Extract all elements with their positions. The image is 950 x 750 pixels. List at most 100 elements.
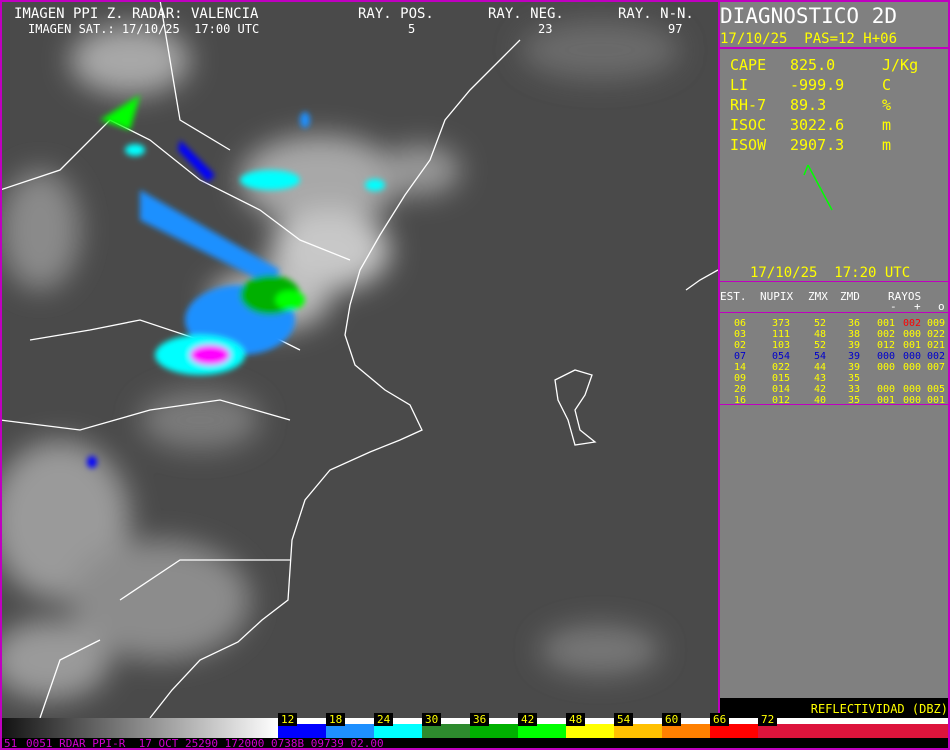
counter-label: RAY. N-N. bbox=[618, 6, 694, 22]
counter-value: 5 bbox=[408, 22, 416, 36]
colorbar-label: 54 bbox=[614, 713, 634, 726]
table-cell: 022 bbox=[927, 329, 946, 340]
radar-echoes bbox=[87, 95, 385, 468]
table-cell: 16 bbox=[734, 395, 747, 406]
colorbar-segment bbox=[470, 724, 518, 738]
coastline bbox=[0, 0, 718, 718]
table-row: 03 111 48 38 002 000 022 bbox=[720, 329, 950, 340]
rayos-sign: + bbox=[914, 300, 921, 313]
index-unit: m bbox=[882, 136, 892, 154]
rayos-sign: - bbox=[890, 300, 897, 313]
table-cell: 48 bbox=[814, 329, 827, 340]
colorbar-label: 36 bbox=[470, 713, 490, 726]
colorbar-segment bbox=[326, 724, 374, 738]
table-cell: 012 bbox=[877, 340, 896, 351]
colorbar-segment bbox=[614, 724, 662, 738]
table-cell: 39 bbox=[848, 351, 861, 362]
run-info: 17/10/25 PAS=12 H+06 bbox=[720, 31, 898, 47]
legend-title: REFLECTIVIDAD (DBZ) bbox=[810, 702, 948, 716]
table-cell: 001 bbox=[903, 340, 922, 351]
index-value: -999.9 bbox=[790, 76, 845, 94]
rayos-sign: o bbox=[938, 300, 945, 313]
colorbar-label: 18 bbox=[326, 713, 346, 726]
table-cell: 012 bbox=[772, 395, 791, 406]
table-cell: 001 bbox=[877, 318, 896, 329]
table-cell: 35 bbox=[848, 395, 861, 406]
legend-title-box: REFLECTIVIDAD (DBZ) bbox=[720, 698, 950, 718]
table-cell: 103 bbox=[772, 340, 791, 351]
table-cell: 000 bbox=[903, 329, 922, 340]
table-cell: 000 bbox=[903, 351, 922, 362]
table-cell: 42 bbox=[814, 384, 827, 395]
table-cell: 20 bbox=[734, 384, 747, 395]
column-header: RAYOS bbox=[888, 290, 922, 303]
table-cell: 000 bbox=[877, 362, 896, 373]
colorbar-label: 42 bbox=[518, 713, 538, 726]
table-cell: 38 bbox=[848, 329, 861, 340]
divider bbox=[720, 281, 950, 282]
table-cell: 015 bbox=[772, 373, 791, 384]
counter-label: RAY. POS. bbox=[358, 6, 434, 22]
table-cell: 005 bbox=[927, 384, 946, 395]
table-cell: 07 bbox=[734, 351, 747, 362]
table-cell: 000 bbox=[903, 384, 922, 395]
index-value: 2907.3 bbox=[790, 136, 845, 154]
table-cell: 014 bbox=[772, 384, 791, 395]
station-table: 06 373 52 36 001 002 009 03 111 48 38 002 000 022 02 10… bbox=[720, 318, 950, 406]
map bbox=[0, 0, 718, 718]
footer-code: 51 bbox=[4, 737, 18, 750]
divider bbox=[720, 47, 950, 49]
column-header: EST. bbox=[720, 290, 747, 303]
table-cell: 007 bbox=[927, 362, 946, 373]
satellite-time: IMAGEN SAT.: 17/10/25 17:00 UTC bbox=[28, 22, 260, 36]
counter-label: RAY. NEG. bbox=[488, 6, 564, 22]
colorbar-segment bbox=[518, 724, 566, 738]
colorbar-label: 60 bbox=[662, 713, 682, 726]
colorbar-segment bbox=[710, 724, 758, 738]
radar-title: IMAGEN PPI Z. RADAR: VALENCIA bbox=[14, 6, 259, 22]
diagnostic-panel: DIAGNOSTICO 2D 17/10/25 PAS=12 H+06 CAPE… bbox=[718, 0, 950, 718]
table-cell: 43 bbox=[814, 373, 827, 384]
panel-title: DIAGNOSTICO 2D bbox=[720, 4, 898, 28]
table-cell: 44 bbox=[814, 362, 827, 373]
table-cell: 000 bbox=[903, 362, 922, 373]
table-cell: 09 bbox=[734, 373, 747, 384]
table-cell: 021 bbox=[927, 340, 946, 351]
table-cell: 000 bbox=[877, 384, 896, 395]
table-cell: 002 bbox=[903, 318, 922, 329]
colorbar-label: 48 bbox=[566, 713, 586, 726]
table-cell: 054 bbox=[772, 351, 791, 362]
colorbar-segment bbox=[566, 724, 614, 738]
clouds bbox=[0, 20, 680, 700]
index-unit: m bbox=[882, 116, 892, 134]
column-header: NUPIX bbox=[760, 290, 794, 303]
colorbar-label: 66 bbox=[710, 713, 730, 726]
wind-barb bbox=[803, 164, 833, 211]
table-cell: 35 bbox=[848, 373, 861, 384]
table-cell: 14 bbox=[734, 362, 747, 373]
index-unit: C bbox=[882, 76, 892, 94]
index-value: 89.3 bbox=[790, 96, 827, 114]
index-name: CAPE bbox=[730, 56, 767, 74]
column-header: ZMX bbox=[808, 290, 828, 303]
table-cell: 111 bbox=[772, 329, 791, 340]
colorbar-segment bbox=[422, 724, 470, 738]
table-cell: 39 bbox=[848, 362, 861, 373]
index-value: 825.0 bbox=[790, 56, 836, 74]
colorbar-segment bbox=[278, 724, 326, 738]
table-row: 02 103 52 39 012 001 021 bbox=[720, 340, 950, 351]
table-cell: 001 bbox=[877, 395, 896, 406]
table-row: 09 015 43 35 bbox=[720, 373, 950, 384]
table-cell: 52 bbox=[814, 318, 827, 329]
table-row: 20 014 42 33 000 000 005 bbox=[720, 384, 950, 395]
index-value: 3022.6 bbox=[790, 116, 845, 134]
table-cell: 022 bbox=[772, 362, 791, 373]
table-cell: 54 bbox=[814, 351, 827, 362]
index-unit: % bbox=[882, 96, 892, 114]
diagnostic-time: 17/10/25 17:20 UTC bbox=[750, 265, 911, 281]
table-cell: 52 bbox=[814, 340, 827, 351]
counter-value: 97 bbox=[668, 22, 683, 36]
colorbar-segment bbox=[758, 724, 950, 738]
column-header: ZMD bbox=[840, 290, 860, 303]
